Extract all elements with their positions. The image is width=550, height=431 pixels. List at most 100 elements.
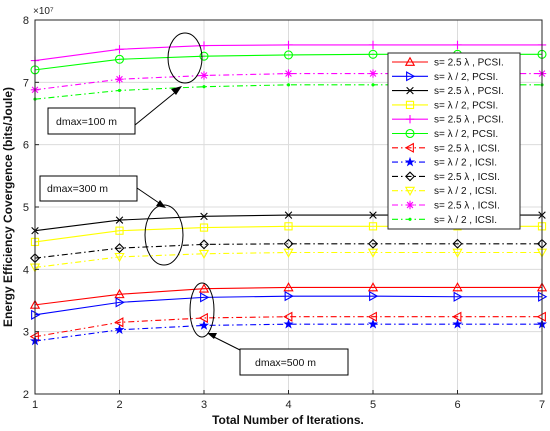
legend: s= 2.5 λ , PCSI. s= λ / 2, PCSI. s= 2.5 λ … — [387, 52, 521, 230]
legend-label-10: s= λ / 2 , ICSI. — [434, 186, 497, 197]
series-8-point — [367, 318, 379, 329]
annotation-arrow-100m — [134, 89, 179, 126]
series-12-point — [202, 85, 206, 89]
series-5-point — [453, 40, 462, 50]
legend-label-7: s= 2.5 λ , ICSI. — [434, 143, 500, 154]
series-6-point — [283, 50, 294, 60]
annotation-ellipse-500m — [189, 282, 215, 338]
series-2-point — [115, 297, 125, 308]
annotations: dmax=100 m dmax=300 m dmax=500 m — [39, 32, 349, 376]
series-11-point — [284, 69, 293, 78]
series-6-point — [199, 51, 209, 61]
y-tick-label: 5 — [23, 202, 29, 214]
series-3-point — [200, 212, 208, 221]
series-5-point — [368, 40, 378, 50]
series-10-point — [114, 252, 125, 263]
series-line-2 — [34, 295, 542, 316]
legend-marker-7 — [404, 142, 414, 153]
series-line-10 — [34, 251, 542, 269]
series-10-point — [452, 248, 463, 258]
series-6-point — [114, 54, 125, 64]
y-tick-label: 6 — [23, 140, 29, 152]
legend-label-9: s= 2.5 λ , ICSI. — [434, 172, 500, 183]
legend-marker-8 — [404, 156, 416, 167]
legend-label-2: s= λ / 2, PCSI. — [434, 72, 498, 83]
y-tick-label: 3 — [23, 327, 29, 339]
y-multiplier-label: ×10⁷ — [33, 6, 54, 17]
series-2-point — [284, 291, 294, 302]
y-tick-label: 7 — [23, 77, 29, 89]
legend-marker-6 — [405, 128, 415, 139]
legend-label-6: s= λ / 2, PCSI. — [434, 129, 498, 140]
annotation-ellipse-300m — [144, 204, 184, 266]
x-tick-label: 2 — [116, 399, 122, 411]
legend-marker-11 — [405, 200, 415, 210]
annotation-arrow-300m — [136, 187, 163, 206]
x-tick-label: 1 — [32, 399, 38, 411]
annotation-box-500m — [239, 348, 349, 376]
legend-label-1: s= 2.5 λ , PCSI. — [434, 58, 504, 69]
annotation-ellipse-100m — [167, 32, 203, 84]
series-9-point — [283, 238, 294, 249]
series-7-point — [198, 312, 208, 324]
legend-marker-9 — [405, 171, 415, 182]
series-11-point — [368, 69, 378, 78]
x-tick-label: 6 — [454, 399, 460, 411]
series-8-point — [198, 320, 210, 330]
legend-label-4: s= λ / 2, PCSI. — [434, 100, 498, 111]
annotation-text-500m: dmax=500 m — [255, 357, 316, 369]
series-9-point — [368, 238, 378, 249]
series-8-point — [452, 318, 463, 329]
series-4-point — [284, 222, 293, 231]
series-11-point — [199, 71, 209, 80]
series-6-point — [368, 49, 378, 59]
series-9-point — [452, 238, 463, 249]
series-2-point — [453, 291, 463, 302]
y-tick-label: 8 — [23, 15, 29, 27]
series-line-7 — [34, 316, 542, 338]
series-7-point — [283, 311, 293, 322]
legend-label-11: s= 2.5 λ , ICSI. — [434, 201, 500, 212]
legend-label-12: s= λ / 2 , ICSI. — [434, 215, 497, 226]
series-5-point — [199, 41, 209, 50]
y-ticks: 2 3 4 5 6 7 8 — [23, 15, 39, 401]
series-1-point — [114, 288, 125, 299]
legend-marker-3 — [406, 86, 414, 95]
series-1-point — [367, 282, 379, 292]
x-ticks: 1 2 3 4 5 6 7 — [32, 390, 545, 411]
series-12-point — [371, 83, 375, 87]
legend-marker-1 — [404, 56, 416, 66]
series-4-point — [115, 226, 124, 235]
legend-label-5: s= 2.5 λ , PCSI. — [434, 115, 504, 126]
x-tick-label: 7 — [539, 399, 545, 411]
series-4-point — [199, 223, 209, 232]
annotation-arrowhead-100m — [171, 86, 182, 95]
annotation-text-100m: dmax=100 m — [56, 116, 117, 128]
series-10-point — [198, 249, 210, 260]
series-9-point — [114, 243, 125, 254]
legend-items: s= 2.5 λ , PCSI. s= λ / 2, PCSI. s= 2.5 λ … — [392, 56, 504, 226]
series-12-point — [286, 83, 291, 87]
x-tick-label: 5 — [370, 399, 376, 411]
series-5-point — [284, 40, 293, 50]
series-12-point — [117, 88, 122, 93]
series-11-point — [115, 75, 124, 84]
series-8-point — [114, 324, 125, 335]
series-8-point — [283, 318, 294, 329]
x-axis-label: Total Number of Iterations. — [212, 413, 364, 427]
series-9-point — [199, 239, 209, 250]
legend-marker-12 — [408, 217, 412, 221]
legend-marker-2 — [406, 71, 416, 82]
x-tick-label: 4 — [285, 399, 291, 411]
annotation-box-100m — [47, 107, 136, 135]
series-2-point — [369, 291, 379, 302]
series-line-9 — [34, 243, 542, 259]
y-tick-label: 2 — [23, 389, 29, 401]
series-1-point — [283, 282, 294, 292]
y-tick-label: 4 — [23, 264, 29, 276]
series-1-point — [452, 282, 463, 292]
series-2-point — [200, 292, 210, 303]
series-10-point — [283, 248, 294, 258]
legend-marker-5 — [405, 115, 415, 124]
